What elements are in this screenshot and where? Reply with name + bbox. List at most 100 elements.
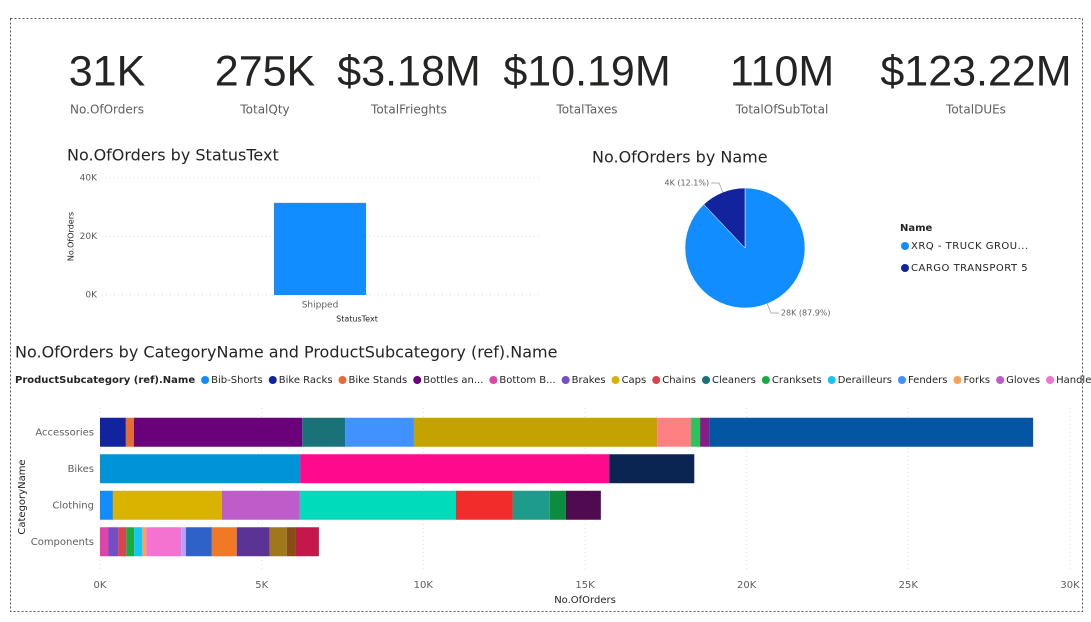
bar-segment [126,527,135,557]
legend-marker [413,376,422,384]
legend-title: ProductSubcategory (ref).Name [15,375,195,386]
bar-segment [455,490,513,520]
bar-segment [413,417,658,447]
x-tick-label: 25K [899,580,919,591]
bar-segment [302,417,346,447]
kpi-label: TotalTaxes [555,103,617,117]
bar-segment [181,527,187,557]
bar-segment [299,490,456,520]
bar-segment [345,417,414,447]
bar [274,202,366,295]
bar-segment [691,417,701,447]
chart-title: No.OfOrders by CategoryName and ProductS… [15,343,557,362]
bar-segment [657,417,692,447]
chart-title: No.OfOrders by Name [592,148,768,167]
y-tick-label: Accessories [35,427,94,438]
kpi-value: $10.19M [503,47,670,95]
y-tick-label: Components [31,537,94,548]
kpi-label: TotalDUEs [945,103,1006,117]
bar-segment [112,490,222,520]
legend-label: Bib-Shorts [211,375,263,386]
bar-segment [300,454,610,484]
legend-label: Brakes [572,375,606,386]
y-tick-label: Bikes [68,464,94,475]
legend-label: Bike Racks [279,375,333,386]
bar-segment [125,417,134,447]
bar-segment [700,417,710,447]
legend-label: Caps [622,375,647,386]
bar-segment [134,527,143,557]
y-tick-label: Clothing [52,500,94,511]
bar-segment [100,527,109,557]
kpi-label: TotalFrieghts [370,103,447,117]
x-tick-label: 15K [575,580,595,591]
y-tick-label: 40K [80,174,98,184]
legend-title: Name [900,223,933,234]
legend-label: Bottles an... [423,375,483,386]
y-tick-label: 20K [80,232,98,242]
legend-marker [338,376,347,384]
legend-marker [897,376,906,384]
leader-line [766,303,779,314]
bar-segment [709,417,1034,447]
bar-segment [565,490,601,520]
chart-title: No.OfOrders by StatusText [67,146,279,165]
legend-marker [561,376,570,384]
legend-marker [901,242,909,250]
bar-segment [100,490,113,520]
bar-segment [146,527,182,557]
bar-segment [133,417,303,447]
legend-marker [953,376,962,384]
data-label: 28K (87.9%) [781,309,831,318]
bar-segment [118,527,127,557]
bar-segment [100,417,126,447]
kpi-label: TotalQty [239,103,289,117]
legend-marker [268,376,277,384]
bar-segment [100,454,301,484]
x-tick-label: 30K [1060,580,1080,591]
legend-marker [761,376,770,384]
legend-marker [901,264,909,272]
legend-label: Fenders [908,375,948,386]
legend-label: Forks [964,375,991,386]
x-tick-label: 20K [737,580,757,591]
legend-label: Cleaners [712,375,756,386]
legend-marker [1046,376,1055,384]
data-label: 4K (12.1%) [665,178,710,187]
leader-line [711,182,724,193]
bar-segment [512,490,550,520]
legend-label: Bike Stands [349,375,408,386]
legend-label: Handleba [1056,375,1091,386]
bar-segment [609,454,695,484]
kpi-value: 275K [215,47,316,95]
x-tick-label: 5K [255,580,268,591]
y-axis-title: CategoryName [17,459,28,534]
x-tick-label: Shipped [302,301,339,311]
legend-label: Bottom B... [499,375,555,386]
legend-marker [611,376,620,384]
bar-segment [269,527,287,557]
kpi-value: $3.18M [337,47,480,95]
bar-segment [221,490,300,520]
x-axis-title: StatusText [336,315,378,324]
x-tick-label: 10K [414,580,434,591]
bar-segment [211,527,237,557]
page-border [10,18,1083,612]
legend-label: Chains [662,375,696,386]
legend-marker [489,376,498,384]
legend-marker [996,376,1005,384]
legend-label: Derailleurs [838,375,892,386]
x-axis-title: No.OfOrders [554,595,616,606]
kpi-value: 31K [69,47,146,95]
kpi-label: No.OfOrders [70,103,144,117]
legend-label: CARGO TRANSPORT 5 [911,263,1028,274]
legend-label: Cranksets [772,375,822,386]
legend-marker [702,376,711,384]
y-axis-title: No.OfOrders [67,212,76,261]
bar-segment [108,527,119,557]
bar-segment [295,527,319,557]
legend-label: XRQ - TRUCK GROU... [911,241,1029,252]
y-tick-label: 0K [85,291,98,301]
legend-marker [201,376,210,384]
